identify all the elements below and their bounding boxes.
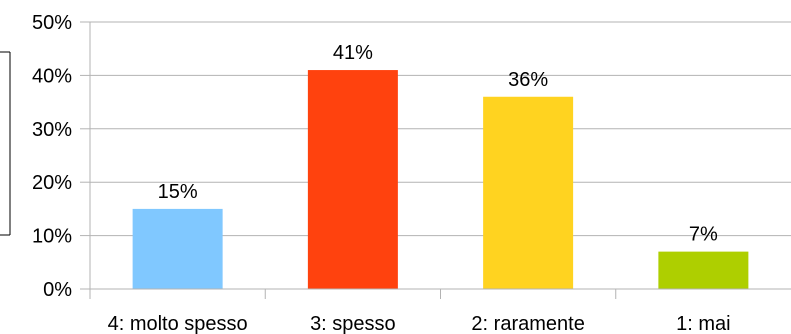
bar [132,208,223,289]
bar [307,70,398,289]
data-labels: 15% 41% 36% 7% [158,42,718,246]
x-tick-label: 1: mai [676,313,730,334]
y-tick-label: 40% [32,65,72,87]
y-axis-ticks: 0% 10% 20% 30% 40% 50% [32,12,90,301]
y-tick-label: 0% [43,279,72,301]
x-axis-labels: 4: molto spesso 3: spesso 2: raramente 1: m… [108,313,731,334]
y-tick-label: 10% [32,226,72,248]
y-tick-label: 20% [32,172,72,194]
data-label: 15% [158,181,198,203]
data-label: 41% [333,42,373,64]
bar [483,96,574,289]
axes [80,22,791,299]
x-tick-label: 3: spesso [310,313,396,334]
x-tick-label: 4: molto spesso [108,313,248,334]
bars [132,70,749,289]
y-tick-label: 50% [32,12,72,34]
data-label: 36% [508,69,548,91]
gridlines [90,21,791,237]
x-tick-label: 2: raramente [471,313,584,334]
data-label: 7% [689,224,718,246]
y-tick-label: 30% [32,119,72,141]
bar [658,251,749,289]
